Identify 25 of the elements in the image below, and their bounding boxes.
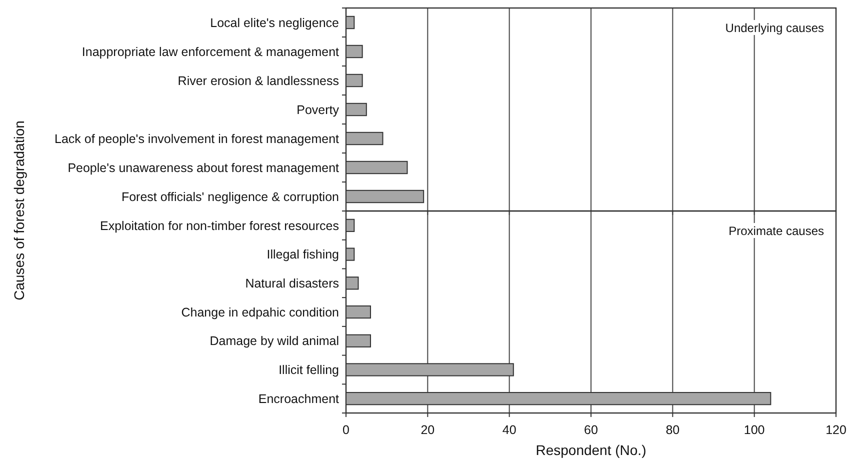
y-tick-label: River erosion & landlessness bbox=[178, 74, 339, 88]
y-tick-label: Encroachment bbox=[258, 392, 340, 406]
y-tick-label: Illegal fishing bbox=[266, 248, 340, 262]
y-tick-label: Change in edpahic condition bbox=[181, 305, 340, 320]
y-tick-label: Local elite's negligence bbox=[210, 16, 340, 30]
y-tick-label: Inappropriate law enforcement & management bbox=[82, 44, 340, 59]
x-tick-label: 120 bbox=[826, 423, 846, 437]
annotation: Proximate causes bbox=[728, 224, 824, 238]
y-tick-label: Illicit felling bbox=[278, 363, 340, 378]
x-tick-label: 20 bbox=[420, 423, 435, 437]
x-axis-title: Respondent (No.) bbox=[536, 442, 646, 458]
x-tick-label: 100 bbox=[744, 423, 765, 437]
y-tick-label: Exploitation for non-timber forest resources bbox=[100, 218, 339, 233]
x-tick-label: 80 bbox=[666, 423, 680, 437]
y-tick-label: Natural disasters bbox=[245, 276, 339, 291]
y-tick-label: Damage by wild animal bbox=[210, 334, 339, 348]
x-tick-label: 60 bbox=[584, 423, 598, 437]
y-tick-label: People's unawareness about forest management bbox=[68, 160, 340, 175]
annotation: Underlying causes bbox=[725, 21, 824, 35]
y-tick-label: Lack of people's involvement in forest management bbox=[54, 132, 340, 146]
y-axis-title: Causes of forest degradation bbox=[11, 120, 27, 300]
y-tick-label: Poverty bbox=[296, 102, 340, 117]
x-tick-label: 0 bbox=[342, 423, 350, 437]
x-tick-label: 40 bbox=[502, 423, 516, 437]
y-tick-label: Forest officials' negligence & corruption bbox=[121, 190, 340, 204]
